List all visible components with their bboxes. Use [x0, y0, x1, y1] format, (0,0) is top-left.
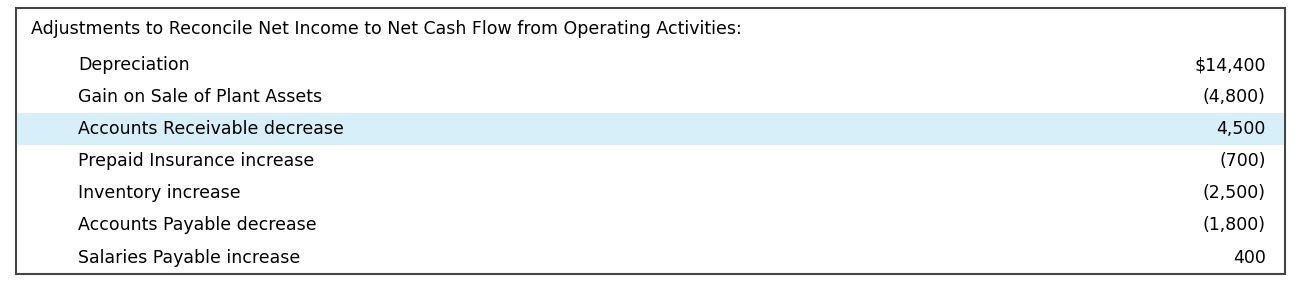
Text: $14,400: $14,400 [1194, 56, 1266, 74]
Text: Accounts Receivable decrease: Accounts Receivable decrease [78, 120, 343, 138]
Text: Inventory increase: Inventory increase [78, 184, 241, 202]
Text: Prepaid Insurance increase: Prepaid Insurance increase [78, 153, 315, 170]
Text: (1,800): (1,800) [1203, 217, 1266, 235]
Text: (2,500): (2,500) [1203, 184, 1266, 202]
Text: 4,500: 4,500 [1216, 120, 1266, 138]
Text: Accounts Payable decrease: Accounts Payable decrease [78, 217, 316, 235]
Text: Salaries Payable increase: Salaries Payable increase [78, 248, 301, 266]
Text: 400: 400 [1233, 248, 1266, 266]
Text: Adjustments to Reconcile Net Income to Net Cash Flow from Operating Activities:: Adjustments to Reconcile Net Income to N… [31, 20, 742, 38]
Text: (4,800): (4,800) [1203, 88, 1266, 106]
FancyBboxPatch shape [16, 8, 1285, 274]
Text: (700): (700) [1219, 153, 1266, 170]
Text: Depreciation: Depreciation [78, 56, 190, 74]
Text: Gain on Sale of Plant Assets: Gain on Sale of Plant Assets [78, 88, 323, 106]
FancyBboxPatch shape [17, 113, 1284, 146]
